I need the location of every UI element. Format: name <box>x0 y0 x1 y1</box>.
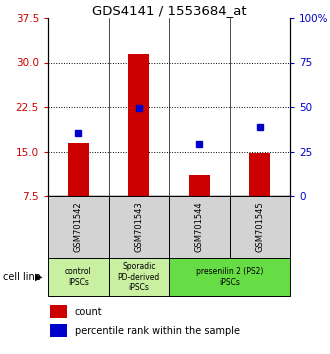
Text: ▶: ▶ <box>35 272 42 282</box>
Text: GSM701545: GSM701545 <box>255 202 264 252</box>
Bar <box>50 324 67 337</box>
Bar <box>48 258 109 296</box>
Text: cell line: cell line <box>3 272 41 282</box>
Text: GSM701543: GSM701543 <box>134 202 143 252</box>
Text: count: count <box>75 307 102 316</box>
Text: control
IPSCs: control IPSCs <box>65 267 92 287</box>
Bar <box>229 196 290 258</box>
Text: GSM701542: GSM701542 <box>74 202 83 252</box>
Bar <box>128 53 149 196</box>
Bar <box>50 305 67 318</box>
Bar <box>109 258 169 296</box>
Bar <box>189 175 210 196</box>
Bar <box>169 196 229 258</box>
Text: GSM701544: GSM701544 <box>195 202 204 252</box>
Text: percentile rank within the sample: percentile rank within the sample <box>75 326 240 336</box>
Text: presenilin 2 (PS2)
iPSCs: presenilin 2 (PS2) iPSCs <box>196 267 263 287</box>
Bar <box>169 258 290 296</box>
Title: GDS4141 / 1553684_at: GDS4141 / 1553684_at <box>92 4 246 17</box>
Bar <box>249 153 270 196</box>
Bar <box>48 196 109 258</box>
Bar <box>109 196 169 258</box>
Bar <box>68 143 89 196</box>
Text: Sporadic
PD-derived
iPSCs: Sporadic PD-derived iPSCs <box>117 262 160 292</box>
